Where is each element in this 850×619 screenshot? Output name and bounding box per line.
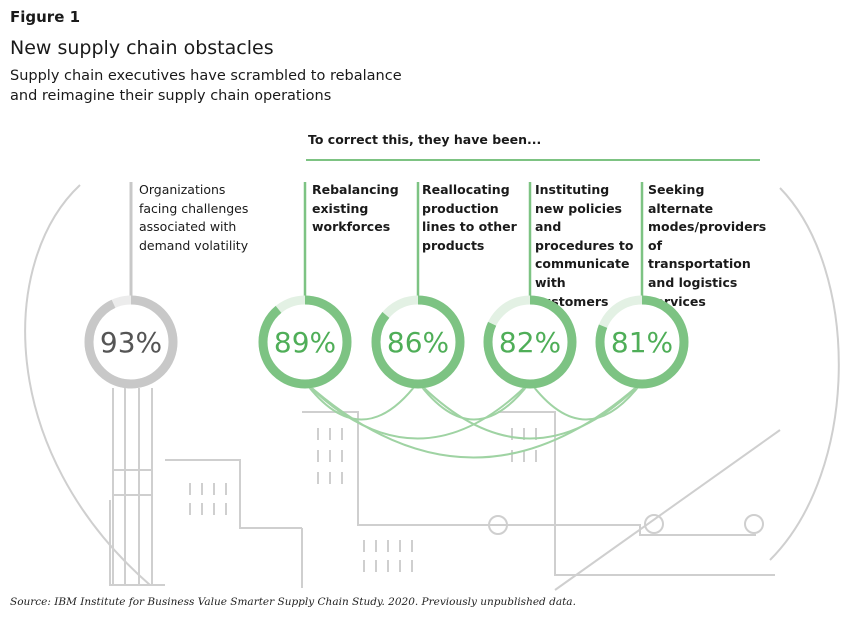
donut-ring-instituting [483, 295, 577, 389]
tower-grid [112, 388, 153, 585]
windows-group-3 [511, 428, 537, 462]
chart-title: New supply chain obstacles [10, 37, 274, 59]
donut-layer: 93% 89% 86% 82% 81% [84, 295, 689, 389]
source-note: Source: IBM Institute for Business Value… [10, 596, 576, 608]
right-arc [769, 187, 840, 561]
diagonal-line [554, 429, 781, 591]
donut-ring-challenges [84, 295, 178, 389]
label-rebalancing: Rebalancing existing workforces [312, 182, 399, 235]
ground-line [498, 524, 756, 536]
node-circle-3 [744, 514, 764, 534]
building-left-lower [109, 500, 165, 586]
window-ticks [189, 428, 537, 572]
left-arc [24, 184, 151, 586]
correction-leader-lines [303, 182, 644, 297]
bracket-label: To correct this, they have been... [308, 132, 542, 147]
donut-ring-reallocating [371, 295, 465, 389]
donut-ring-seeking [595, 295, 689, 389]
label-challenges: Organizations facing challenges associat… [139, 182, 249, 253]
label-reallocating: Reallocating production lines to other p… [422, 182, 517, 253]
figure-label: Figure 1 [10, 8, 81, 26]
node-circle-2 [644, 514, 664, 534]
donut-ring-rebalancing [258, 295, 352, 389]
windows-group-2 [317, 428, 343, 484]
connector-arc [529, 381, 643, 421]
donut-value-instituting: 82% [499, 326, 561, 359]
connector-arc [417, 381, 643, 440]
platform-line [165, 459, 302, 529]
connector-arc [304, 381, 419, 421]
windows-group-4 [363, 540, 413, 572]
connector-arc [417, 381, 531, 421]
donut-value-seeking: 81% [611, 326, 673, 359]
building-center [302, 411, 498, 526]
windows-group-1 [189, 483, 227, 515]
donut-value-reallocating: 86% [387, 326, 449, 359]
chart-subtitle: Supply chain executives have scrambled t… [10, 68, 402, 104]
donut-value-rebalancing: 89% [274, 326, 336, 359]
connector-arcs [304, 381, 643, 459]
building-right [498, 411, 775, 576]
node-circle-1 [488, 515, 508, 535]
donut-value-challenges: 93% [100, 326, 162, 359]
connector-arc [304, 381, 531, 440]
background-lines [24, 184, 840, 591]
